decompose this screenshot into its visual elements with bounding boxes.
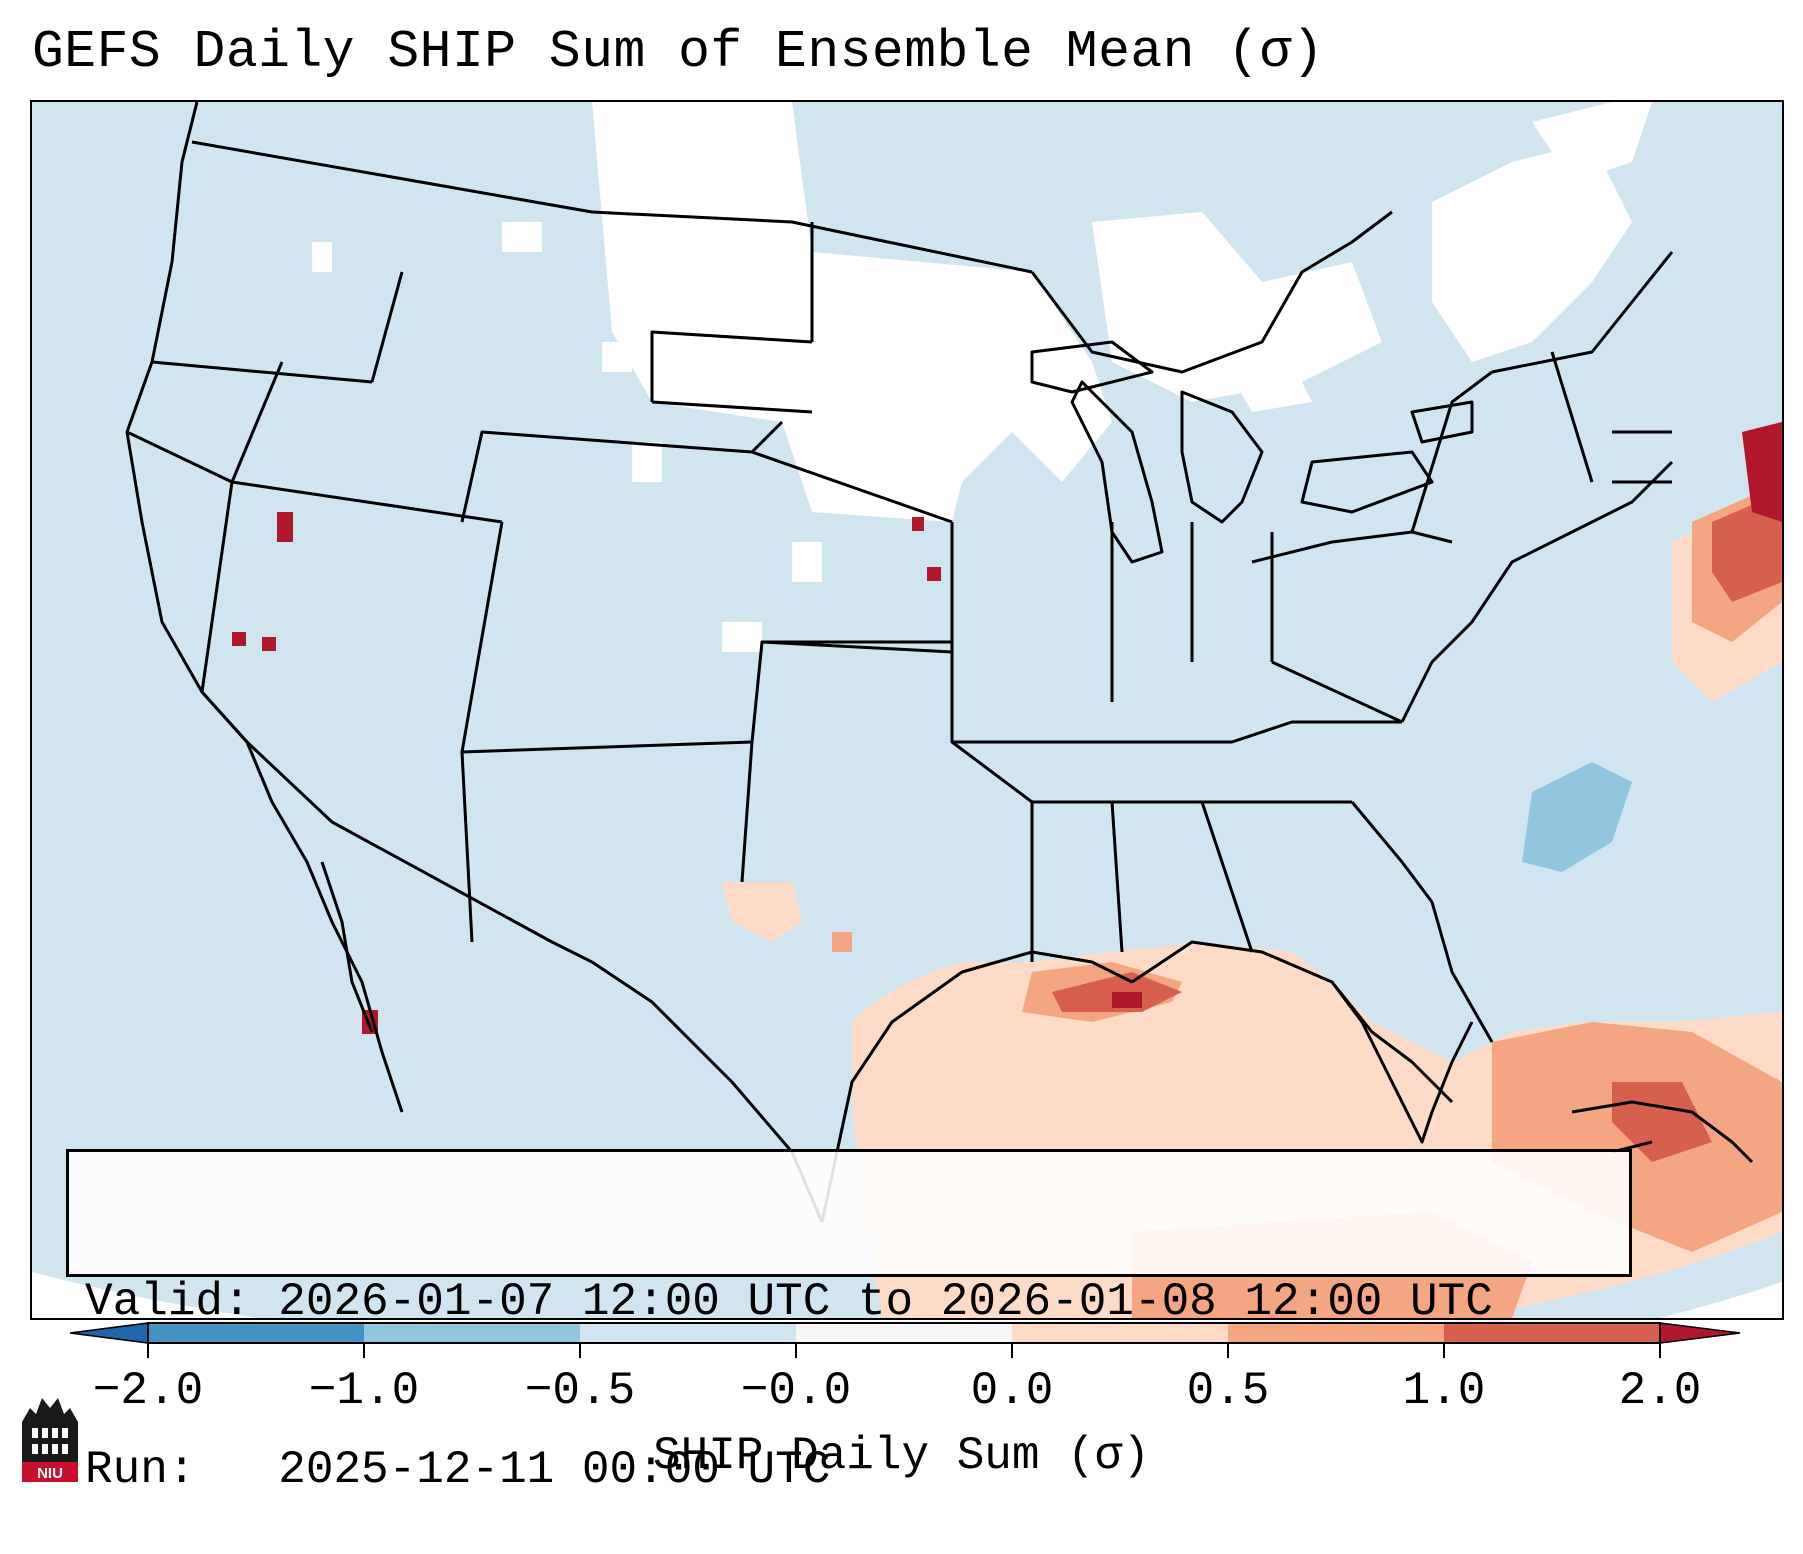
colorbar-segment-4 [796,1323,1012,1343]
boundaries [125,102,1754,1223]
map-panel[interactable] [30,100,1784,1320]
validity-info-box: Valid: 2026-01-07 12:00 UTC to 2026-01-0… [66,1149,1632,1496]
texas-anomaly-light [722,882,802,942]
anomaly-strong [232,422,1782,1034]
colorbar-tick-label: 1.0 [1402,1365,1486,1417]
colorbar-segment-1 [148,1323,364,1343]
colorbar-tick-label: 2.0 [1618,1365,1702,1417]
colorbar-tick-label: 0.0 [970,1365,1054,1417]
run-time-line: Run: 2025-12-11 00:00 UTC [85,1444,831,1496]
map-svg [32,102,1782,1318]
colorbar-label: SHIP Daily Sum (σ) [653,1430,1150,1482]
colorbar-segment-0 [70,1322,149,1344]
carolina-negative-anomaly [1522,762,1632,872]
colorbar-segment-7 [1444,1323,1660,1343]
chart-title: GEFS Daily SHIP Sum of Ensemble Mean (σ) [32,22,1325,82]
colorbar-segment-5 [1012,1323,1228,1343]
colorbar-tick-label: −0.0 [740,1365,852,1417]
colorbar-tick-label: −2.0 [92,1365,204,1417]
colorbar-tick-label: −1.0 [308,1365,420,1417]
colorbar [70,1322,1741,1358]
colorbar-segment-3 [580,1323,796,1343]
neutral-areas [312,102,1652,1102]
colorbar-segment-8 [1659,1322,1741,1344]
colorbar-segment-6 [1228,1323,1444,1343]
valid-time-line: Valid: 2026-01-07 12:00 UTC to 2026-01-0… [85,1276,1493,1328]
colorbar-tick-label: 0.5 [1186,1365,1270,1417]
logo-text: NIU [37,1465,63,1482]
colorbar-tick-label: −0.5 [524,1365,636,1417]
colorbar-segment-2 [364,1323,580,1343]
niu-logo: NIU [22,1398,78,1482]
